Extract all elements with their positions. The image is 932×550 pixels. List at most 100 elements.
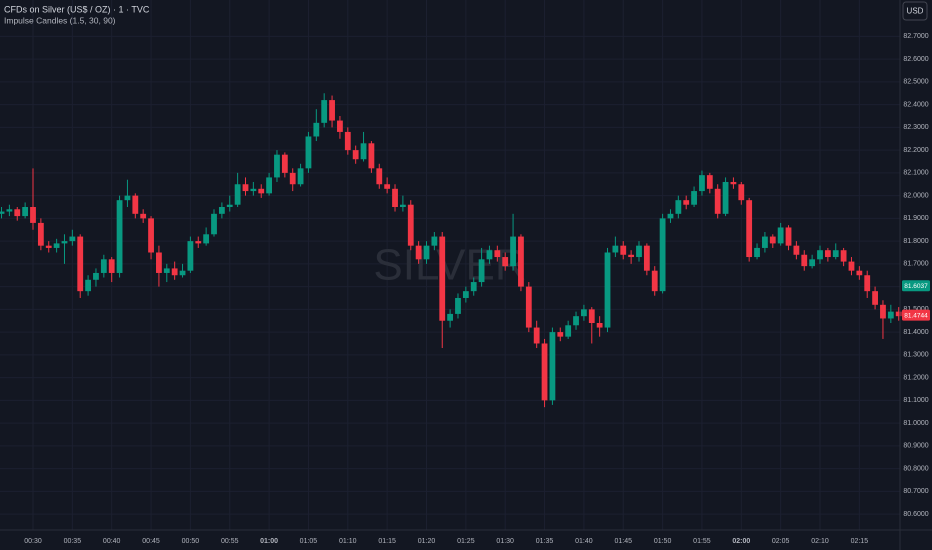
y-tick-label: 80.8000: [903, 465, 928, 472]
candle-body: [691, 191, 697, 205]
candle-body: [203, 234, 210, 244]
x-tick-label: 00:50: [182, 538, 200, 545]
candle-body: [6, 209, 13, 212]
candle-body: [762, 236, 768, 248]
y-tick-label: 81.3000: [903, 352, 928, 359]
candle-body: [628, 254, 635, 258]
y-tick-label: 81.4000: [903, 329, 928, 336]
x-tick-label: 01:15: [378, 538, 396, 545]
candle-body: [864, 275, 871, 292]
candle-body: [163, 268, 170, 273]
candle-body: [415, 245, 422, 260]
y-tick-label: 82.6000: [903, 56, 928, 63]
candle-body: [45, 245, 52, 248]
y-tick-label: 81.8000: [903, 238, 928, 245]
price-tag: [902, 309, 930, 321]
x-tick-label: 00:35: [64, 538, 82, 545]
candle-body: [596, 323, 603, 328]
candle-body: [156, 252, 162, 273]
candle-body: [234, 184, 241, 205]
candle-body: [581, 309, 587, 317]
candle-body: [69, 236, 76, 242]
candle-body: [746, 200, 753, 258]
candle-body: [116, 200, 123, 273]
candle-body: [620, 245, 627, 255]
candle-body: [439, 236, 446, 321]
candle-body: [643, 245, 650, 271]
candle-body: [384, 184, 391, 189]
candle-body: [573, 316, 579, 326]
candle-body: [518, 236, 524, 287]
candle-body: [588, 309, 595, 324]
y-tick-label: 80.7000: [903, 488, 928, 495]
x-tick-label: 01:10: [339, 538, 357, 545]
candle-body: [769, 236, 776, 244]
candle-body: [226, 204, 233, 207]
candle-body: [344, 131, 351, 151]
candle-body: [887, 311, 894, 319]
candle-body: [541, 343, 548, 401]
candle-body: [447, 313, 454, 321]
x-tick-label: 01:40: [575, 538, 593, 545]
candle-body: [651, 270, 658, 292]
candle-body: [360, 143, 367, 160]
price-tag: [902, 280, 930, 292]
candle-body: [565, 325, 572, 337]
x-tick-label: 02:15: [851, 538, 869, 545]
candle-body: [274, 154, 280, 178]
x-tick-label: 01:30: [496, 538, 514, 545]
candle-body: [37, 222, 44, 246]
y-tick-label: 82.3000: [903, 124, 928, 131]
candle-body: [352, 150, 359, 160]
candle-body: [714, 188, 721, 214]
x-tick-label: 00:30: [24, 538, 42, 545]
candle-body: [809, 259, 816, 267]
candle-body: [132, 195, 139, 214]
y-tick-label: 82.2000: [903, 147, 928, 154]
candle-body: [399, 204, 406, 207]
y-tick-label: 81.0000: [903, 420, 928, 427]
candle-body: [848, 261, 855, 271]
candle-body: [108, 259, 115, 273]
candle-body: [840, 250, 847, 262]
candle-body: [478, 259, 485, 283]
candle-body: [722, 181, 729, 214]
price-tag-label: 81.4744: [904, 312, 928, 319]
y-tick-label: 82.1000: [903, 170, 928, 177]
candle-body: [281, 154, 288, 173]
y-tick-label: 81.1000: [903, 397, 928, 404]
candle-body: [636, 245, 642, 258]
candle-body: [486, 250, 493, 260]
candle-body: [549, 332, 556, 401]
currency-button[interactable]: [902, 1, 928, 21]
candle-body: [392, 188, 398, 207]
x-tick-label: 01:20: [418, 538, 436, 545]
candle-body: [30, 206, 36, 223]
currency-label[interactable]: USD: [907, 7, 924, 16]
candle-body: [533, 327, 540, 344]
candle-body: [817, 250, 823, 260]
watermark: SILVER: [373, 241, 526, 290]
x-tick-label: 01:25: [457, 538, 475, 545]
candle-body: [824, 250, 831, 258]
x-tick-label: 02:10: [811, 538, 829, 545]
price-tag-label: 81.6037: [904, 283, 928, 290]
candle-body: [706, 175, 713, 189]
x-tick-label: 01:00: [260, 538, 278, 545]
candle-body: [218, 206, 225, 214]
candle-body: [856, 270, 863, 276]
candle-body: [258, 188, 265, 194]
candle-body: [329, 100, 335, 121]
candle-body: [557, 332, 564, 337]
candle-body: [376, 168, 383, 185]
candle-body: [738, 184, 745, 201]
candle-body: [604, 252, 611, 328]
x-tick-label: 00:45: [142, 538, 160, 545]
candle-body: [14, 209, 21, 217]
x-tick-label: 01:45: [614, 538, 632, 545]
candle-body: [683, 200, 690, 205]
x-tick-label: 02:05: [772, 538, 790, 545]
candle-body: [61, 241, 68, 244]
